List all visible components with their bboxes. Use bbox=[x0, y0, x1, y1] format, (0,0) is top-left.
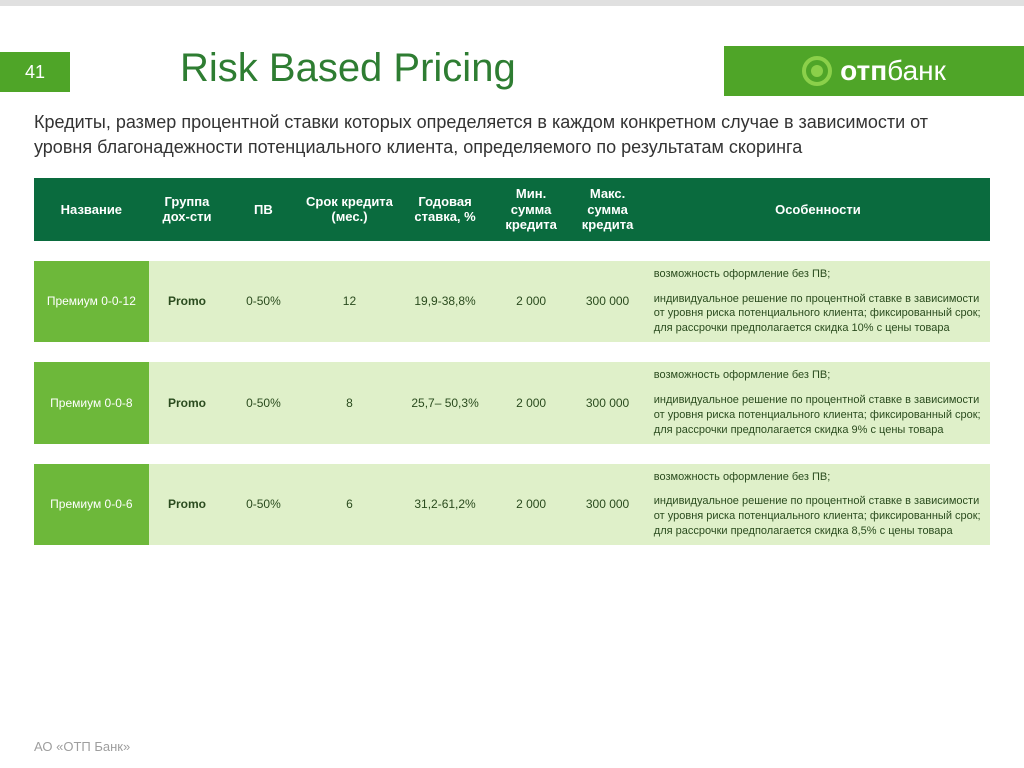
pricing-table-wrap: НазваниеГруппа дох-стиПВСрок кредита (ме… bbox=[34, 178, 990, 545]
slide: 41 Risk Based Pricing отпбанк Кредиты, р… bbox=[0, 0, 1024, 768]
table-cell: 6 bbox=[302, 464, 398, 545]
brand-band: отпбанк bbox=[724, 46, 1024, 96]
table-cell: 19,9-38,8% bbox=[397, 261, 493, 342]
table-header-cell: ПВ bbox=[225, 178, 301, 241]
brand-bold: отп bbox=[840, 55, 887, 87]
table-cell: 25,7– 50,3% bbox=[397, 362, 493, 443]
table-cell-features: возможность оформление без ПВ;индивидуал… bbox=[646, 362, 990, 443]
page-number: 41 bbox=[25, 62, 45, 83]
table-cell: 2 000 bbox=[493, 464, 569, 545]
footer-text: АО «ОТП Банк» bbox=[34, 739, 130, 754]
table-gap-row bbox=[34, 342, 990, 362]
table-cell: Премиум 0-0-6 bbox=[34, 464, 149, 545]
table-cell: Promo bbox=[149, 261, 225, 342]
table-cell: 2 000 bbox=[493, 261, 569, 342]
table-cell: 8 bbox=[302, 362, 398, 443]
table-header-row: НазваниеГруппа дох-стиПВСрок кредита (ме… bbox=[34, 178, 990, 241]
table-cell: 0-50% bbox=[225, 261, 301, 342]
table-row: Премиум 0-0-6Promo0-50%631,2-61,2%2 0003… bbox=[34, 464, 990, 545]
page-number-box: 41 bbox=[0, 52, 70, 92]
brand-ring-icon bbox=[802, 56, 832, 86]
table-cell: 31,2-61,2% bbox=[397, 464, 493, 545]
table-header-cell: Особенности bbox=[646, 178, 990, 241]
table-cell: Promo bbox=[149, 362, 225, 443]
table-cell: 0-50% bbox=[225, 362, 301, 443]
table-cell: Премиум 0-0-12 bbox=[34, 261, 149, 342]
table-cell: 300 000 bbox=[569, 362, 645, 443]
table-cell: Promo bbox=[149, 464, 225, 545]
table-header-cell: Годовая ставка, % bbox=[397, 178, 493, 241]
page-title: Risk Based Pricing bbox=[180, 46, 516, 91]
table-header-cell: Мин. сумма кредита bbox=[493, 178, 569, 241]
table-row: Премиум 0-0-8Promo0-50%825,7– 50,3%2 000… bbox=[34, 362, 990, 443]
table-cell: 12 bbox=[302, 261, 398, 342]
table-cell: 300 000 bbox=[569, 261, 645, 342]
table-cell: 300 000 bbox=[569, 464, 645, 545]
top-divider bbox=[0, 0, 1024, 6]
brand-light: банк bbox=[887, 55, 946, 87]
table-header-cell: Группа дох-сти bbox=[149, 178, 225, 241]
table-cell: 0-50% bbox=[225, 464, 301, 545]
table-cell-features: возможность оформление без ПВ;индивидуал… bbox=[646, 261, 990, 342]
subtitle: Кредиты, размер процентной ставки которы… bbox=[34, 110, 990, 160]
table-header-cell: Срок кредита (мес.) bbox=[302, 178, 398, 241]
table-cell: 2 000 bbox=[493, 362, 569, 443]
table-header-cell: Название bbox=[34, 178, 149, 241]
table-cell-features: возможность оформление без ПВ;индивидуал… bbox=[646, 464, 990, 545]
table-cell: Премиум 0-0-8 bbox=[34, 362, 149, 443]
table-header-cell: Макс. сумма кредита bbox=[569, 178, 645, 241]
pricing-table: НазваниеГруппа дох-стиПВСрок кредита (ме… bbox=[34, 178, 990, 545]
table-row: Премиум 0-0-12Promo0-50%1219,9-38,8%2 00… bbox=[34, 261, 990, 342]
table-gap-row bbox=[34, 444, 990, 464]
table-gap-row bbox=[34, 241, 990, 261]
